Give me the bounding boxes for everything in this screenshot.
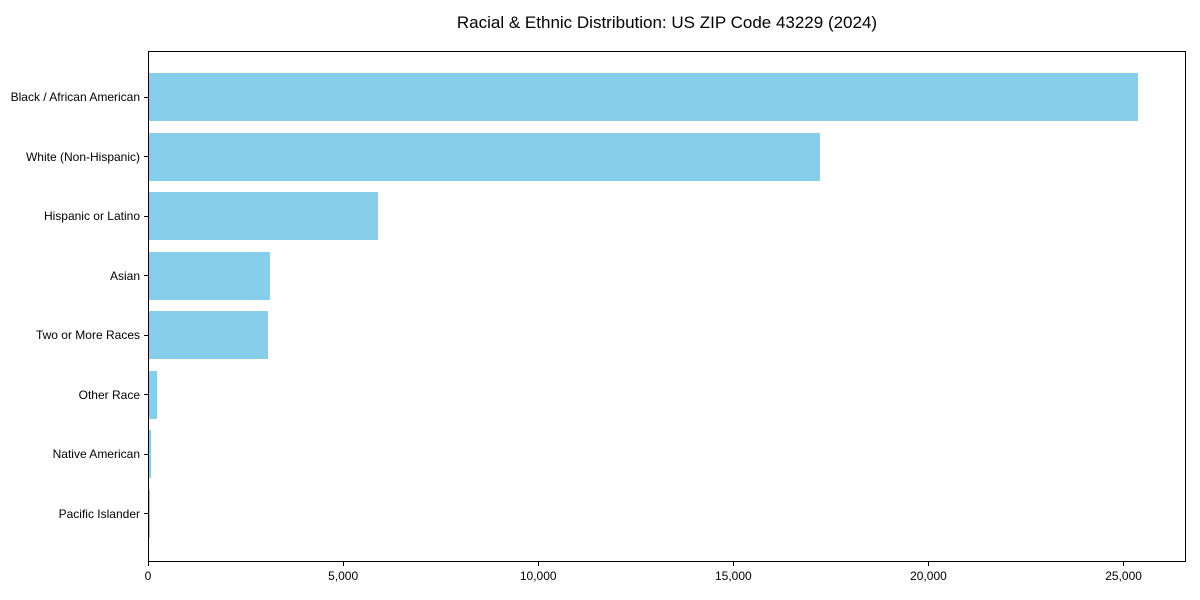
y-axis-category-label: Black / African American [10,90,140,104]
bar-hispanic-or-latino [149,192,379,241]
y-axis-category-label: Other Race [78,387,140,402]
bar-asian [149,251,270,300]
y-axis-category-label: Native American [52,447,140,462]
bar-white-non-hispanic [149,132,821,181]
bar-black-african-american [149,73,1139,121]
y-axis-category-label: Asian [109,268,140,283]
chart-title: Racial & Ethnic Distribution: US ZIP Cod… [456,13,878,32]
bar-native-american [149,430,151,479]
x-axis-tick-label: 20,000 [910,569,947,583]
x-tick-mark [537,562,539,566]
x-tick-mark [927,562,929,566]
x-axis-tick-label: 15,000 [714,569,752,583]
bar-other-race [149,370,157,419]
x-tick-mark [1123,562,1125,566]
x-axis-tick-label: 25,000 [1105,569,1142,583]
x-tick-mark [732,562,734,566]
y-tick-mark [144,156,148,158]
y-tick-mark [144,275,148,277]
plot-area-spines [148,51,1186,562]
y-tick-mark [144,96,148,98]
y-tick-mark [144,215,148,217]
y-axis-category-label: Pacific Islander [58,506,140,521]
x-axis-tick-label: 10,000 [519,569,557,583]
y-tick-mark [144,453,148,455]
y-tick-mark [144,334,148,336]
x-tick-mark [147,562,149,566]
y-tick-mark [144,513,148,515]
x-tick-mark [342,562,344,566]
y-tick-mark [144,394,148,396]
bar-two-or-more-races [149,311,269,360]
y-axis-category-label: Two or More Races [35,328,140,343]
y-axis-category-label: Hispanic or Latino [43,209,140,224]
x-axis-tick-label: 0 [144,569,152,583]
y-axis-category-label: White (Non-Hispanic) [25,149,140,164]
x-axis-tick-label: 5,000 [328,569,359,583]
